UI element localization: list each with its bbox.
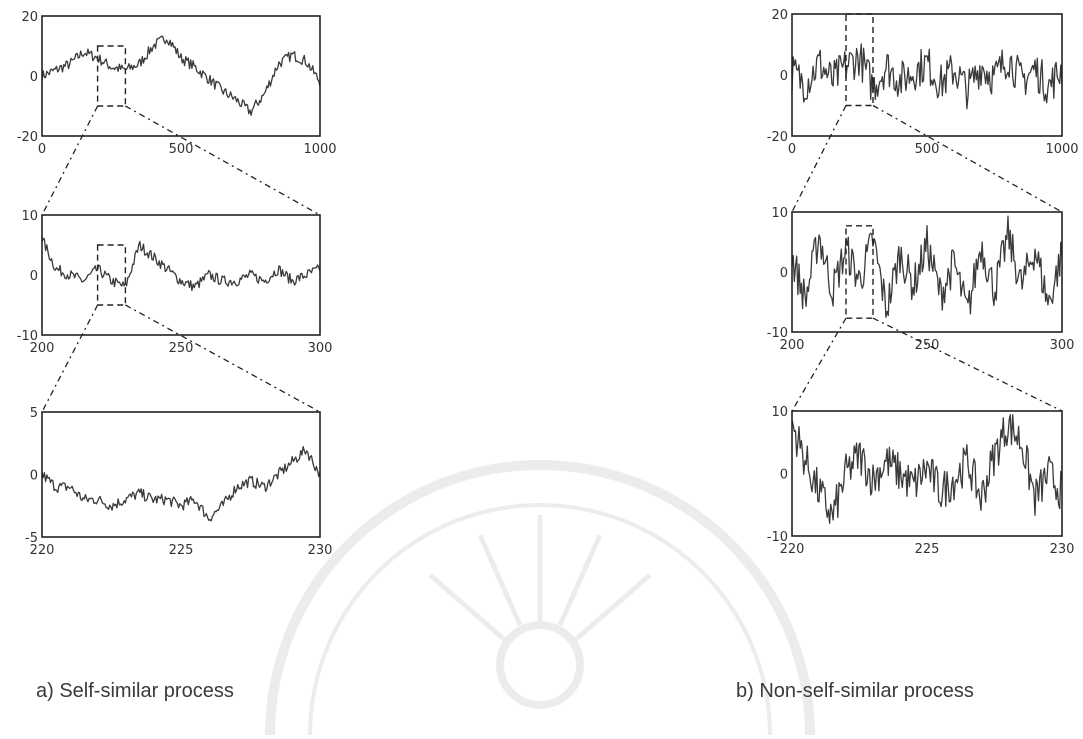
plot-frame — [791, 211, 1063, 333]
zoom-guide-right — [125, 304, 321, 413]
y-tick-label: 0 — [30, 70, 38, 85]
zoom-guide-left — [41, 304, 99, 413]
y-tick-label: -10 — [767, 326, 788, 341]
plot-frame — [41, 15, 321, 137]
series-line — [791, 414, 1063, 524]
y-tick-label: 0 — [780, 266, 788, 281]
y-tick-label: 0 — [780, 69, 788, 84]
y-tick-label: -5 — [25, 531, 38, 546]
series-line — [791, 215, 1063, 318]
x-tick-label: 230 — [308, 543, 333, 558]
y-tick-label: 10 — [771, 206, 788, 221]
y-tick-label: 0 — [780, 468, 788, 483]
x-tick-label: 230 — [1050, 542, 1075, 557]
series-line — [41, 237, 321, 292]
plot-frame — [41, 214, 321, 336]
series-line — [791, 43, 1063, 110]
caption-self-similar: a) Self-similar process — [36, 680, 234, 702]
caption-non-self-similar: b) Non-self-similar process — [736, 680, 974, 702]
x-tick-label: 225 — [915, 542, 940, 557]
zoom-guide-left — [791, 317, 847, 412]
y-tick-label: -10 — [17, 329, 38, 344]
zoom-guide-right — [872, 317, 1063, 412]
y-tick-label: -20 — [767, 130, 788, 145]
series-line — [41, 445, 321, 522]
plot-frame — [791, 13, 1063, 137]
y-tick-label: 20 — [771, 8, 788, 23]
x-tick-label: 220 — [780, 542, 805, 557]
series-line — [41, 35, 321, 116]
zoom-box — [845, 225, 874, 319]
y-tick-label: 10 — [771, 405, 788, 420]
x-tick-label: 200 — [780, 338, 805, 353]
panel-self-similar-middle: 200 250 300 10 0 -10 — [17, 209, 333, 356]
plot-frame — [41, 411, 321, 538]
x-tick-label: 225 — [169, 543, 194, 558]
x-tick-label: 500 — [915, 142, 940, 157]
zoom-guide-left — [791, 105, 847, 213]
x-tick-label: 500 — [169, 142, 194, 157]
y-tick-label: 5 — [30, 406, 38, 421]
panel-self-similar-bottom: 220 225 230 5 0 -5 — [25, 406, 332, 558]
x-tick-label: 220 — [30, 543, 55, 558]
zoom-box — [845, 13, 874, 107]
x-tick-label: 200 — [30, 341, 55, 356]
seal-watermark — [250, 455, 830, 739]
x-tick-label: 1000 — [1045, 142, 1078, 157]
zoom-box — [96, 45, 127, 107]
zoom-guide-right — [872, 104, 1063, 213]
y-tick-label: 10 — [21, 209, 38, 224]
zoom-guide-right — [125, 105, 321, 216]
zoom-box — [96, 244, 127, 306]
x-tick-label: 1000 — [303, 142, 336, 157]
y-tick-label: -20 — [17, 130, 38, 145]
y-tick-label: 20 — [21, 10, 38, 25]
x-tick-label: 0 — [38, 142, 46, 157]
panel-non-self-similar-bottom: 220 225 230 10 0 -10 — [767, 405, 1075, 557]
x-tick-label: 250 — [169, 341, 194, 356]
y-tick-label: 0 — [30, 469, 38, 484]
plot-frame — [791, 410, 1063, 537]
x-tick-label: 300 — [308, 341, 333, 356]
x-tick-label: 300 — [1050, 338, 1075, 353]
zoom-guide-left — [41, 105, 99, 216]
x-tick-label: 0 — [788, 142, 796, 157]
y-tick-label: 0 — [30, 269, 38, 284]
y-tick-label: -10 — [767, 530, 788, 545]
